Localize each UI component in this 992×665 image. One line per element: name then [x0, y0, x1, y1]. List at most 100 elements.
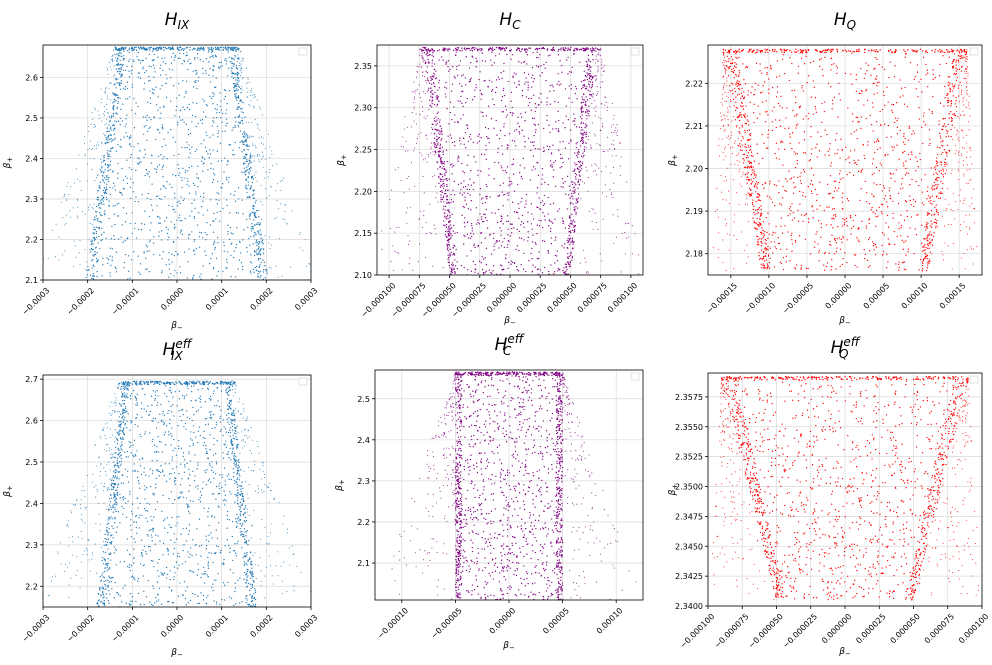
scatter-point	[465, 147, 467, 149]
scatter-point	[451, 271, 453, 274]
scatter-point	[452, 254, 454, 256]
scatter-point	[149, 239, 151, 241]
scatter-point	[573, 192, 575, 195]
scatter-point	[570, 241, 572, 244]
scatter-point	[601, 61, 603, 63]
scatter-point	[112, 107, 114, 109]
scatter-point	[188, 109, 191, 111]
scatter-point	[113, 235, 115, 237]
scatter-point	[227, 67, 230, 69]
scatter-point	[219, 105, 221, 108]
scatter-point	[199, 59, 201, 61]
scatter-point	[168, 68, 171, 70]
scatter-point	[726, 51, 728, 54]
scatter-point	[451, 163, 453, 165]
scatter-point	[250, 186, 252, 188]
scatter-point	[238, 47, 240, 50]
scatter-point	[203, 47, 205, 50]
scatter-point	[895, 263, 897, 265]
scatter-point	[96, 198, 98, 201]
scatter-point	[250, 227, 252, 230]
scatter-point	[77, 216, 79, 219]
scatter-point	[476, 61, 478, 63]
scatter-point	[460, 143, 462, 145]
scatter-point	[406, 126, 408, 128]
scatter-point	[548, 225, 550, 227]
scatter-point	[486, 195, 488, 198]
scatter-point	[281, 180, 283, 182]
scatter-point	[838, 187, 840, 189]
scatter-point	[86, 261, 88, 263]
scatter-point	[131, 212, 133, 214]
scatter-point	[197, 80, 200, 82]
scatter-point	[460, 95, 462, 98]
scatter-point	[456, 49, 459, 51]
scatter-point	[525, 200, 527, 202]
scatter-point	[97, 260, 99, 263]
scatter-point	[929, 196, 932, 198]
scatter-point	[436, 112, 438, 115]
scatter-point	[209, 81, 211, 83]
scatter-point	[443, 165, 445, 168]
scatter-point	[197, 49, 199, 51]
scatter-point	[943, 148, 946, 151]
scatter-point	[554, 254, 557, 257]
scatter-point	[440, 162, 442, 164]
scatter-point	[247, 181, 249, 183]
scatter-point	[91, 207, 93, 209]
scatter-point	[526, 220, 529, 223]
scatter-point	[166, 78, 168, 80]
scatter-point	[252, 189, 254, 191]
scatter-point	[551, 84, 553, 86]
scatter-point	[886, 136, 888, 139]
scatter-point	[480, 242, 483, 244]
scatter-point	[765, 239, 767, 242]
scatter-point	[95, 236, 98, 238]
scatter-point	[454, 121, 456, 123]
scatter-point	[548, 219, 550, 221]
legend-box	[298, 47, 308, 56]
scatter-point	[839, 248, 842, 250]
scatter-point	[100, 102, 102, 104]
scatter-point	[439, 190, 442, 193]
scatter-point	[95, 215, 97, 217]
scatter-point	[105, 192, 108, 195]
scatter-point	[809, 159, 812, 161]
scatter-point	[246, 96, 248, 98]
scatter-point	[286, 223, 288, 225]
scatter-point	[547, 249, 549, 252]
scatter-point	[501, 111, 503, 113]
scatter-point	[111, 256, 114, 258]
scatter-point	[112, 129, 115, 131]
scatter-point	[777, 102, 780, 105]
scatter-point	[149, 49, 151, 51]
scatter-point	[786, 180, 788, 182]
scatter-point	[574, 123, 576, 126]
scatter-point	[232, 65, 235, 68]
scatter-point	[149, 47, 152, 49]
scatter-point	[451, 269, 453, 271]
scatter-point	[100, 240, 102, 242]
scatter-point	[525, 77, 527, 79]
scatter-point	[505, 257, 507, 260]
scatter-point	[143, 251, 145, 253]
scatter-point	[600, 47, 602, 49]
scatter-point	[111, 225, 113, 228]
scatter-point	[592, 228, 594, 231]
scatter-point	[100, 159, 102, 161]
scatter-point	[819, 181, 821, 183]
scatter-point	[234, 54, 236, 57]
scatter-point	[119, 49, 121, 51]
scatter-point	[485, 183, 487, 186]
scatter-point	[782, 54, 784, 56]
scatter-point	[495, 241, 497, 243]
scatter-point	[445, 96, 447, 98]
scatter-point	[507, 267, 509, 270]
scatter-point	[934, 218, 937, 220]
scatter-point	[253, 107, 255, 109]
scatter-point	[546, 114, 548, 117]
scatter-point	[250, 262, 253, 264]
scatter-point	[139, 62, 142, 64]
scatter-point	[791, 239, 793, 241]
scatter-point	[821, 68, 824, 71]
